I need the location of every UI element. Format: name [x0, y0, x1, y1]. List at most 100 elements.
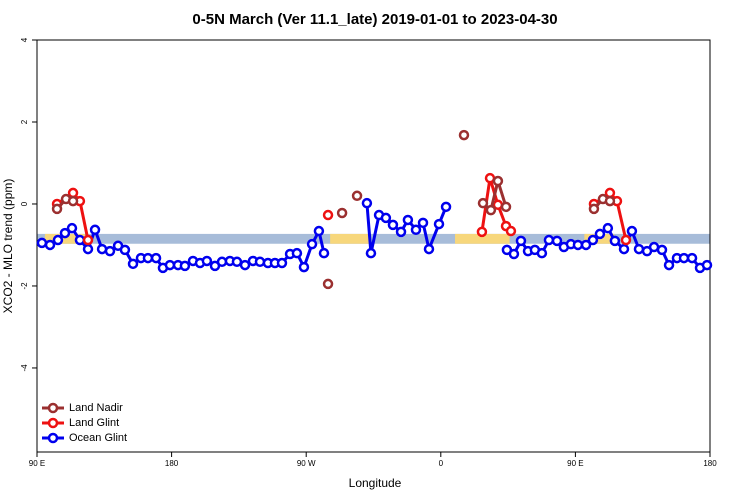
data-point: [239, 259, 251, 271]
data-point: [380, 212, 392, 224]
data-point: [423, 243, 435, 255]
data-point: [402, 214, 414, 226]
data-point: [74, 234, 86, 246]
data-point: [604, 187, 616, 199]
data-point: [89, 224, 101, 236]
data-point: [361, 197, 373, 209]
data-point: [620, 234, 632, 246]
data-point: [51, 203, 63, 215]
plot-frame: [36, 39, 711, 453]
data-point: [59, 227, 71, 239]
chart-title: 0-5N March (Ver 11.1_late) 2019-01-01 to…: [192, 11, 557, 28]
data-point: [440, 201, 452, 213]
data-point: [477, 197, 489, 209]
data-point: [164, 259, 176, 271]
x-tick-label: 180: [165, 459, 179, 468]
data-point: [686, 252, 698, 264]
data-point: [587, 234, 599, 246]
data-point: [500, 201, 512, 213]
data-point: [458, 129, 470, 141]
legend-label: Land Glint: [69, 417, 119, 429]
data-point: [276, 257, 288, 269]
data-point: [119, 244, 131, 256]
data-point: [663, 259, 675, 271]
legend-marker: [47, 417, 59, 429]
data-point: [365, 247, 377, 259]
data-point: [306, 238, 318, 250]
data-point: [433, 218, 445, 230]
data-point: [410, 224, 422, 236]
data-point: [313, 225, 325, 237]
y-tick-label: -4: [20, 364, 29, 372]
y-tick-label: 2: [20, 119, 29, 124]
x-axis-label: Longitude: [349, 476, 402, 490]
data-point: [67, 187, 79, 199]
data-point: [609, 235, 621, 247]
data-point: [580, 239, 592, 251]
data-point: [82, 243, 94, 255]
data-point: [656, 244, 668, 256]
data-point: [66, 222, 78, 234]
land-range: [455, 233, 510, 244]
data-point: [604, 195, 616, 207]
y-tick-label: 0: [20, 201, 29, 206]
data-point: [150, 252, 162, 264]
data-point: [298, 261, 310, 273]
data-point: [254, 256, 266, 268]
data-point: [701, 259, 713, 271]
data-point: [515, 235, 527, 247]
data-point: [551, 235, 563, 247]
data-point: [318, 247, 330, 259]
data-point: [322, 278, 334, 290]
data-point: [543, 234, 555, 246]
data-point: [505, 225, 517, 237]
x-tick-label: 0: [439, 459, 444, 468]
data-point: [395, 226, 407, 238]
data-point: [618, 243, 630, 255]
data-point: [485, 204, 497, 216]
data-point: [44, 239, 56, 251]
data-point: [291, 247, 303, 259]
data-point: [572, 239, 584, 251]
data-point: [52, 234, 64, 246]
data-point: [492, 175, 504, 187]
x-tick-label: 90 E: [567, 459, 583, 468]
data-point: [67, 195, 79, 207]
legend-marker: [47, 402, 59, 414]
x-tick-label: 90 E: [29, 459, 45, 468]
land-range: [44, 233, 85, 244]
data-point: [588, 203, 600, 215]
x-tick-label: 180: [703, 459, 717, 468]
data-point: [417, 217, 429, 229]
data-point: [602, 222, 614, 234]
data-point: [82, 234, 94, 246]
data-point: [36, 237, 48, 249]
land-range: [330, 233, 371, 244]
data-point: [536, 247, 548, 259]
data-point: [201, 255, 213, 267]
data-point: [476, 226, 488, 238]
legend-label: Ocean Glint: [69, 432, 127, 444]
data-point: [508, 248, 520, 260]
data-point: [387, 219, 399, 231]
legend-marker: [47, 432, 59, 444]
x-tick-label: 90 W: [297, 459, 316, 468]
data-point: [322, 209, 334, 221]
data-point: [626, 225, 638, 237]
series-line: [55, 179, 611, 212]
data-point: [142, 252, 154, 264]
y-axis-label: XCO2 - MLO trend (ppm): [1, 179, 15, 314]
data-point: [594, 228, 606, 240]
y-tick-label: -2: [20, 282, 29, 290]
data-point: [678, 252, 690, 264]
data-point: [351, 190, 363, 202]
data-point: [336, 207, 348, 219]
legend-label: Land Nadir: [69, 402, 123, 414]
y-tick-label: 4: [20, 37, 29, 42]
data-point: [104, 245, 116, 257]
data-point: [633, 243, 645, 255]
data-point: [231, 256, 243, 268]
data-point: [127, 258, 139, 270]
data-point: [179, 260, 191, 272]
